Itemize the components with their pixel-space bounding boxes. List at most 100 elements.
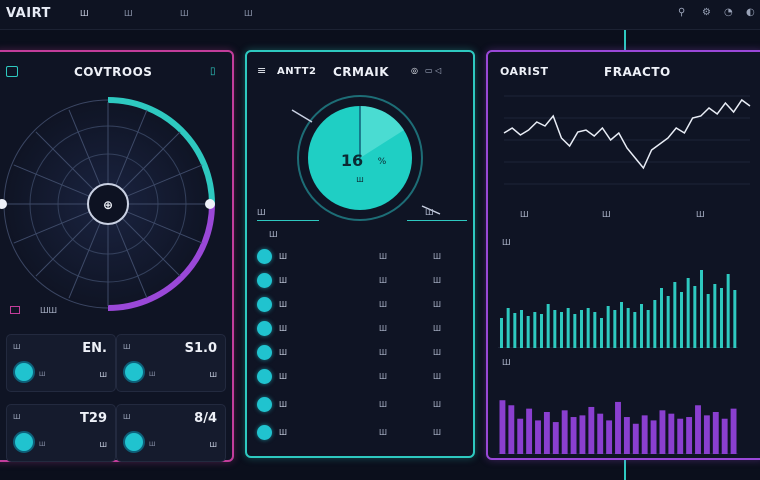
bar: [553, 310, 557, 348]
dial-handle-left: [0, 199, 7, 209]
list-item[interactable]: Ш Ш Ш: [257, 320, 467, 338]
dial-spoke: [121, 217, 181, 277]
line-label-2: Ш: [602, 210, 611, 219]
bar: [720, 288, 723, 348]
metrics-panel: ≡ ANTT2 CRMAIK ◎ ▭ ◁ 16 % Ш Ш Ш Ш Ш Ш Ш …: [245, 50, 475, 458]
bar: [535, 420, 541, 454]
stat-value: 8/4: [194, 411, 217, 426]
bar-section-title-1: Ш: [502, 238, 511, 247]
profile-icon[interactable]: ◐: [746, 7, 755, 18]
stat-ring-icon: [123, 361, 145, 383]
header-control[interactable]: ▭ ◁: [425, 66, 442, 75]
panel-expand-icon[interactable]: ▯: [210, 66, 216, 77]
bar: [623, 417, 630, 454]
stat-card-2[interactable]: Ш S1.0 Ш Ш: [116, 334, 226, 392]
nav-item-4[interactable]: Ш: [244, 9, 253, 18]
list-item[interactable]: Ш Ш Ш: [257, 272, 467, 290]
item-dot-icon: [257, 249, 272, 264]
stat-card-3[interactable]: Ш T29 Ш Ш: [6, 404, 116, 462]
bar: [640, 304, 643, 348]
toggle-icon[interactable]: ◎: [411, 66, 418, 75]
dial-spoke: [121, 131, 181, 191]
dial-footer-label: ШШ: [40, 306, 58, 315]
top-bar: VAIRT Ш Ш Ш Ш ⚲ ⚙ ◔ ◐: [0, 0, 760, 30]
stat-card-1[interactable]: Ш EN. Ш Ш: [6, 334, 116, 392]
stat-card-4[interactable]: Ш 8/4 Ш Ш: [116, 404, 226, 462]
bar: [615, 401, 621, 454]
bar: [600, 318, 603, 348]
bar: [513, 313, 517, 348]
bar: [526, 316, 530, 348]
forecast-panel-title: FRAACTO: [604, 65, 671, 79]
list-item[interactable]: Ш Ш Ш: [257, 296, 467, 314]
bar: [700, 270, 703, 348]
bar: [540, 314, 543, 348]
bar: [641, 415, 648, 454]
bar: [653, 300, 657, 348]
gauge-sub: Ш: [356, 176, 364, 184]
controls-panel: COVTROOS ▯ ⊕ ШШ Ш EN. Ш Ш Ш S1.0 Ш Ш: [0, 50, 234, 462]
list-item[interactable]: Ш Ш Ш: [257, 248, 467, 266]
radar-dial: ⊕: [0, 97, 215, 311]
bottom-connector: [624, 460, 626, 480]
gauge-fill-wedge: [360, 106, 404, 158]
bar: [586, 308, 590, 348]
bar: [660, 288, 663, 348]
bar-section-title-2: Ш: [502, 358, 511, 367]
bar: [666, 296, 670, 348]
bar: [703, 415, 710, 454]
gauge-left-label: Ш: [257, 208, 266, 217]
list-item[interactable]: Ш Ш Ш: [257, 424, 467, 442]
bar: [721, 418, 728, 454]
metrics-panel-title: CRMAIK: [333, 65, 390, 79]
activity-bar-chart: [498, 270, 738, 348]
bar: [593, 312, 597, 348]
search-icon[interactable]: ⚲: [678, 7, 686, 18]
line-label-3: Ш: [696, 210, 705, 219]
nav-item-1[interactable]: Ш: [80, 9, 89, 18]
dial-arc-cyan: [107, 97, 215, 205]
bar: [508, 405, 515, 454]
trend-line: [503, 98, 751, 170]
dial-spoke: [126, 164, 203, 197]
bar: [606, 306, 610, 348]
item-dot-icon: [257, 345, 272, 360]
dial-spoke: [13, 211, 90, 244]
list-item[interactable]: Ш Ш Ш: [257, 344, 467, 362]
settings-icon[interactable]: ⚙: [702, 7, 711, 18]
app-title: VAIRT: [6, 6, 51, 21]
bar: [506, 308, 510, 348]
bar: [566, 308, 570, 348]
bar: [730, 408, 737, 454]
panel-menu-icon[interactable]: [6, 66, 18, 77]
legend-swatch: [10, 306, 20, 314]
dial-hub: [87, 183, 129, 225]
item-dot-icon: [257, 273, 272, 288]
bar: [606, 420, 613, 454]
gauge-value: 16: [341, 151, 363, 170]
forecast-panel: OARIST FRAACTO Ш Ш Ш Ш Ш: [486, 50, 760, 460]
bar: [579, 415, 586, 454]
dial-spoke: [115, 109, 148, 186]
gauge-unit: %: [378, 157, 387, 167]
bar: [520, 310, 523, 348]
trend-line-chart: [503, 95, 751, 185]
notification-icon[interactable]: ◔: [724, 7, 733, 18]
nav-item-3[interactable]: Ш: [180, 9, 189, 18]
bar: [517, 418, 524, 454]
bar: [533, 312, 537, 348]
bar: [561, 410, 568, 454]
bar: [713, 284, 717, 348]
nav-item-2[interactable]: Ш: [124, 9, 133, 18]
bar: [499, 400, 506, 454]
bar: [726, 274, 730, 348]
list-item[interactable]: Ш Ш Ш: [257, 368, 467, 386]
menu-icon[interactable]: ≡: [257, 64, 267, 77]
list-item[interactable]: Ш Ш Ш: [257, 396, 467, 414]
dial-spoke: [13, 164, 90, 197]
bar: [668, 413, 675, 454]
bar: [632, 423, 639, 454]
gauge: 16 % Ш: [291, 95, 441, 221]
bar: [633, 312, 637, 348]
stat-value: S1.0: [184, 341, 217, 356]
